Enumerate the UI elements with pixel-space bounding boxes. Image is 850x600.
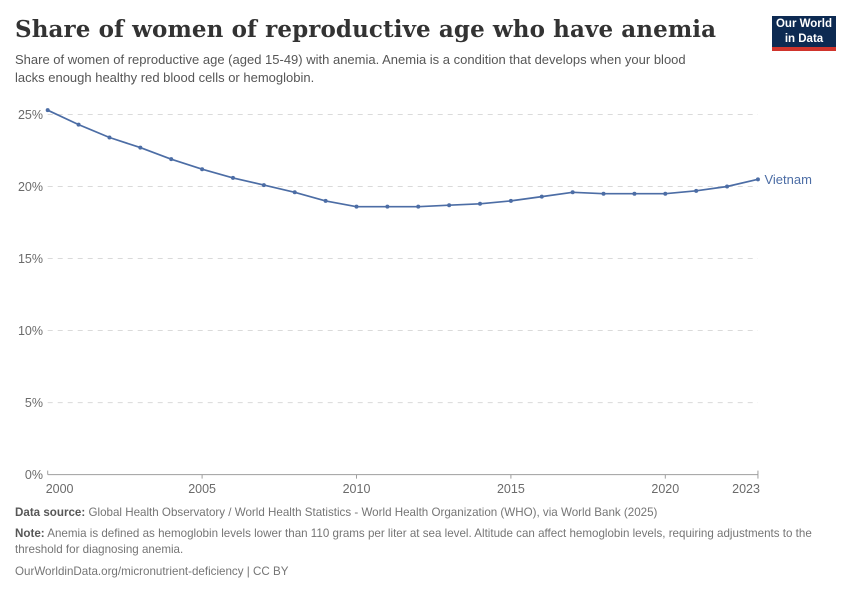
y-axis-label: 25%	[18, 108, 43, 122]
x-axis-label: 2023	[732, 482, 760, 496]
data-point	[694, 188, 699, 193]
data-point	[663, 191, 668, 196]
data-point	[169, 157, 174, 162]
x-axis-label: 2020	[651, 482, 679, 496]
data-source-line: Data source: Global Health Observatory /…	[15, 505, 827, 521]
vietnam-line	[46, 109, 759, 208]
x-axis-label: 2000	[46, 482, 74, 496]
data-point	[478, 201, 483, 206]
owid-logo-line2: in Data	[784, 32, 824, 45]
owid-logo: Our World in Data	[772, 16, 836, 51]
y-axis-label: 5%	[25, 396, 43, 410]
line-chart-svg: 0% 5% 10% 15% 20% 25% 2000 2005 2010 2015 2020 2023…	[18, 108, 812, 496]
data-point	[45, 108, 50, 113]
data-point	[200, 167, 205, 172]
x-axis-label: 2015	[497, 482, 525, 496]
license-separator: |	[243, 564, 253, 578]
data-point	[539, 194, 544, 199]
note-label: Note:	[15, 527, 45, 541]
data-point	[725, 184, 730, 189]
owid-logo-line1: Our World	[775, 18, 832, 31]
data-point	[570, 190, 575, 195]
data-source-text: Global Health Observatory / World Health…	[88, 506, 658, 519]
y-axis-label: 20%	[18, 180, 43, 194]
data-point	[292, 190, 297, 195]
data-point	[138, 145, 143, 150]
owid-url-link[interactable]: OurWorldinData.org/micronutrient-deficie…	[15, 564, 244, 578]
data-point	[755, 177, 760, 182]
data-point	[385, 204, 390, 209]
data-point	[601, 191, 606, 196]
license-line: OurWorldinData.org/micronutrient-deficie…	[15, 564, 827, 580]
x-axis-label: 2010	[343, 482, 371, 496]
data-point	[230, 175, 235, 180]
data-point	[261, 183, 266, 188]
data-point	[323, 198, 328, 203]
y-axis-label: 0%	[25, 468, 43, 482]
data-point	[447, 203, 452, 208]
line-chart: 0% 5% 10% 15% 20% 25% 2000 2005 2010 2015 2020 2023…	[0, 90, 850, 502]
page-title: Share of women of reproductive age who h…	[15, 16, 717, 43]
data-point	[416, 204, 421, 209]
series-label-vietnam: Vietnam	[764, 172, 811, 187]
chart-footer: Data source: Global Health Observatory /…	[15, 505, 827, 585]
data-point	[508, 198, 513, 203]
y-axis-label: 10%	[18, 324, 43, 338]
data-source-label: Data source:	[15, 506, 86, 519]
data-point	[632, 191, 637, 196]
chart-subtitle: Share of women of reproductive age (aged…	[15, 52, 686, 86]
note-text: Anemia is defined as hemoglobin levels l…	[15, 527, 812, 557]
y-axis-label: 15%	[18, 252, 43, 266]
data-point	[354, 204, 359, 209]
data-point	[76, 122, 81, 127]
note-line: Note: Anemia is defined as hemoglobin le…	[15, 526, 827, 558]
x-axis-label: 2005	[188, 482, 216, 496]
data-point	[107, 135, 112, 140]
license-label: CC BY	[253, 564, 289, 578]
